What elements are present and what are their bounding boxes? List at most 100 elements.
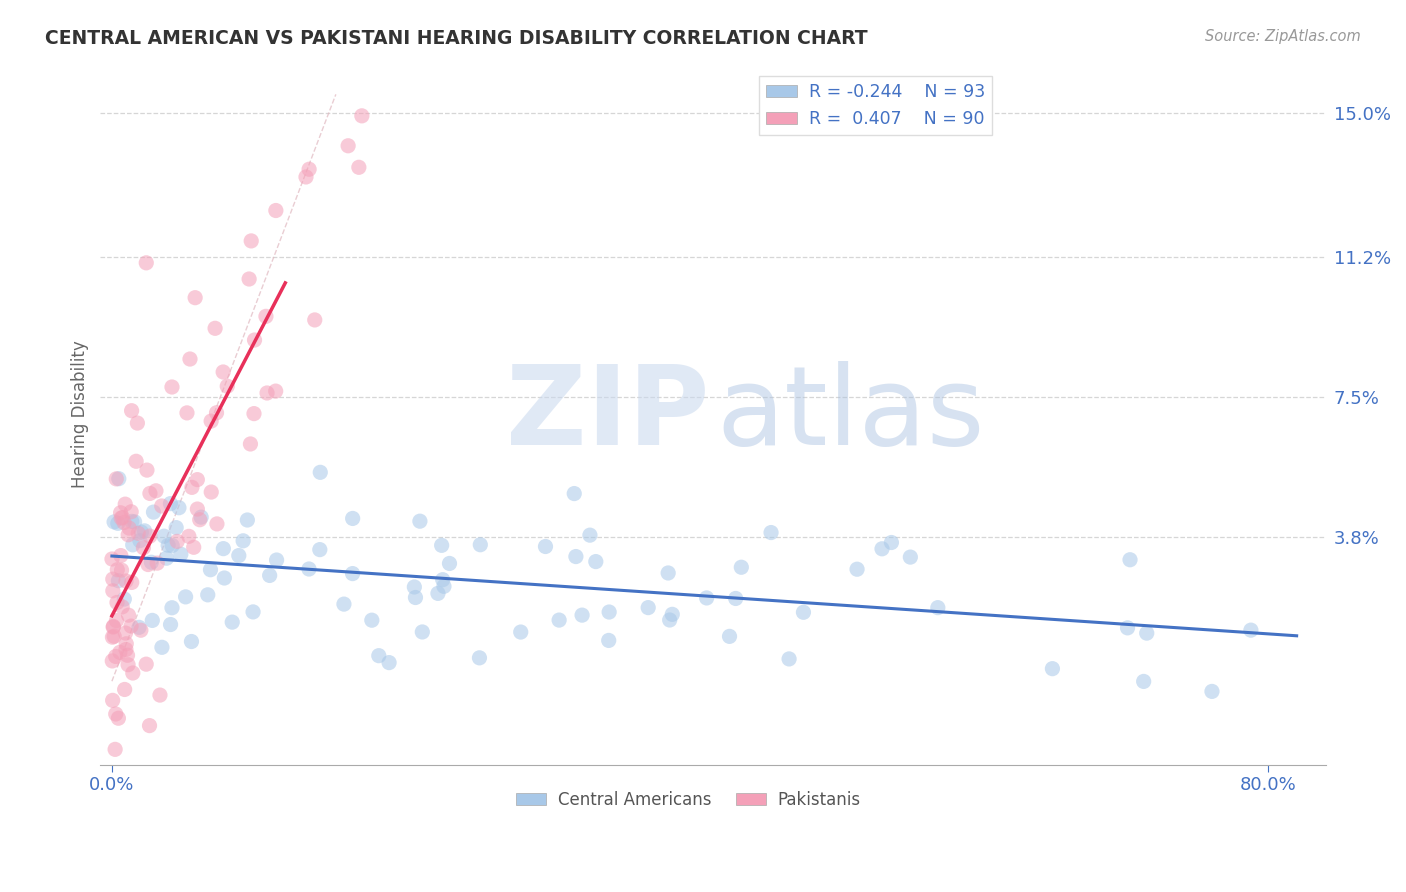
Point [105, 595, 128, 609]
Point [598, 605, 620, 619]
Point [134, 524, 156, 538]
Point [1136, 626, 1159, 640]
Point [1132, 674, 1154, 689]
Point [105, 563, 128, 577]
Point [180, 480, 202, 494]
Point [186, 502, 208, 516]
Point [470, 538, 492, 552]
Point [111, 510, 134, 524]
Point [259, 568, 281, 582]
Point [129, 533, 152, 548]
Text: Source: ZipAtlas.com: Source: ZipAtlas.com [1205, 29, 1361, 45]
Point [562, 486, 585, 500]
Point [105, 472, 128, 486]
Point [159, 617, 181, 632]
Point [179, 351, 201, 366]
Point [433, 579, 456, 593]
Point [117, 657, 139, 672]
Point [114, 626, 136, 640]
Point [637, 600, 659, 615]
Point [101, 693, 124, 707]
Point [367, 648, 389, 663]
Point [439, 557, 461, 571]
Point [177, 529, 200, 543]
Point [101, 654, 124, 668]
Point [565, 549, 588, 564]
Point [107, 472, 129, 486]
Point [115, 574, 138, 588]
Point [114, 497, 136, 511]
Point [266, 553, 288, 567]
Point [118, 521, 141, 535]
Point [404, 580, 426, 594]
Point [149, 688, 172, 702]
Point [730, 560, 752, 574]
Point [115, 637, 138, 651]
Point [128, 620, 150, 634]
Point [1116, 621, 1139, 635]
Point [167, 500, 190, 515]
Point [155, 551, 177, 566]
Point [264, 384, 287, 398]
Point [205, 406, 228, 420]
Point [146, 556, 169, 570]
Point [342, 511, 364, 525]
Point [409, 514, 432, 528]
Point [468, 650, 491, 665]
Point [160, 600, 183, 615]
Point [114, 682, 136, 697]
Point [136, 463, 159, 477]
Point [333, 597, 356, 611]
Point [205, 516, 228, 531]
Point [200, 414, 222, 428]
Point [197, 588, 219, 602]
Point [186, 473, 208, 487]
Point [150, 640, 173, 655]
Point [264, 203, 287, 218]
Point [309, 466, 332, 480]
Point [112, 516, 135, 530]
Point [121, 575, 143, 590]
Point [160, 539, 183, 553]
Point [110, 563, 132, 577]
Point [298, 562, 321, 576]
Point [115, 642, 138, 657]
Point [658, 613, 681, 627]
Point [139, 486, 162, 500]
Point [240, 234, 263, 248]
Point [120, 505, 142, 519]
Point [696, 591, 718, 605]
Point [188, 513, 211, 527]
Point [778, 652, 800, 666]
Point [157, 538, 180, 552]
Point [170, 547, 193, 561]
Point [657, 566, 679, 580]
Point [190, 510, 212, 524]
Point [571, 608, 593, 623]
Point [174, 590, 197, 604]
Point [1119, 553, 1142, 567]
Point [135, 657, 157, 672]
Point [534, 540, 557, 554]
Point [347, 161, 370, 175]
Point [180, 634, 202, 648]
Point [411, 624, 433, 639]
Point [585, 555, 607, 569]
Text: ZIP: ZIP [506, 360, 709, 467]
Point [1240, 623, 1263, 637]
Point [124, 515, 146, 529]
Point [108, 645, 131, 659]
Point [183, 541, 205, 555]
Point [256, 386, 278, 401]
Point [212, 365, 235, 379]
Point [166, 534, 188, 549]
Point [232, 533, 254, 548]
Point [121, 538, 143, 552]
Text: CENTRAL AMERICAN VS PAKISTANI HEARING DISABILITY CORRELATION CHART: CENTRAL AMERICAN VS PAKISTANI HEARING DI… [45, 29, 868, 48]
Point [430, 538, 453, 552]
Point [308, 542, 330, 557]
Point [360, 613, 382, 627]
Point [337, 138, 360, 153]
Point [176, 406, 198, 420]
Point [103, 515, 125, 529]
